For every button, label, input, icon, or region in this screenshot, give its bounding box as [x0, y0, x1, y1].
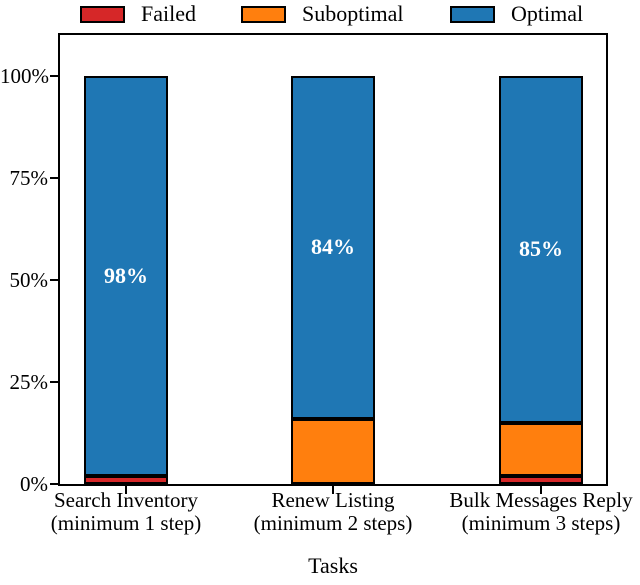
- bar-value-label-optimal: 84%: [311, 234, 355, 260]
- x-category-label-line: Search Inventory: [53, 488, 199, 512]
- x-category-label-line: (minimum 3 steps): [461, 511, 621, 535]
- bar-1: 2%98%: [84, 35, 168, 484]
- bar-segment-suboptimal: [499, 422, 583, 476]
- x-category-label-line: (minimum 1 step): [50, 511, 202, 535]
- x-category-label-1: Search Inventory (minimum 1 step): [6, 489, 246, 535]
- legend-item-suboptimal: Suboptimal: [241, 2, 403, 26]
- plot-area: 2%98% 16%84% 2%13%85%: [50, 33, 608, 494]
- bar-segment-optimal: [291, 75, 375, 419]
- x-category-label-2: Renew Listing (minimum 2 steps): [213, 489, 453, 535]
- y-tick-mark: [50, 278, 58, 281]
- x-category-label-3: Bulk Messages Reply (minimum 3 steps): [421, 489, 640, 535]
- legend-label: Suboptimal: [302, 1, 404, 26]
- y-tick-mark: [50, 380, 58, 383]
- y-tick-label: 100%: [0, 63, 49, 88]
- legend-swatch-optimal: [450, 5, 495, 23]
- y-tick-label: 75%: [9, 165, 49, 190]
- y-tick-mark: [50, 74, 58, 77]
- legend-item-failed: Failed: [80, 2, 196, 26]
- legend-label: Failed: [141, 1, 196, 26]
- y-tick-label: 0%: [20, 472, 48, 496]
- bar-segment-failed: [499, 475, 583, 484]
- legend-swatch-suboptimal: [241, 5, 286, 23]
- bar-value-label-optimal: 98%: [104, 262, 148, 288]
- x-tick-mark: [540, 486, 542, 494]
- x-tick-mark: [125, 486, 127, 494]
- bar-segment-optimal: [499, 75, 583, 423]
- legend-item-optimal: Optimal: [450, 2, 583, 26]
- legend-swatch-failed: [80, 5, 125, 23]
- bar-2: 16%84%: [291, 35, 375, 484]
- bar-segment-optimal: [84, 75, 168, 476]
- y-tick-label: 25%: [9, 369, 49, 394]
- bar-segment-suboptimal: [291, 418, 375, 484]
- y-tick-mark: [50, 176, 58, 179]
- bar-value-label-optimal: 85%: [519, 236, 563, 262]
- x-category-label-line: (minimum 2 steps): [253, 511, 413, 535]
- x-category-label-line: Renew Listing: [271, 488, 395, 512]
- x-axis-title: Tasks: [308, 553, 358, 578]
- plot-inner: 2%98% 16%84% 2%13%85%: [50, 35, 606, 494]
- bar-3: 2%13%85%: [499, 35, 583, 484]
- y-tick-mark: [50, 483, 58, 485]
- bar-segment-failed: [84, 475, 168, 484]
- legend-label: Optimal: [511, 1, 584, 26]
- x-tick-mark: [332, 486, 334, 494]
- y-tick-label: 50%: [9, 267, 49, 292]
- x-category-label-line: Bulk Messages Reply: [449, 488, 633, 512]
